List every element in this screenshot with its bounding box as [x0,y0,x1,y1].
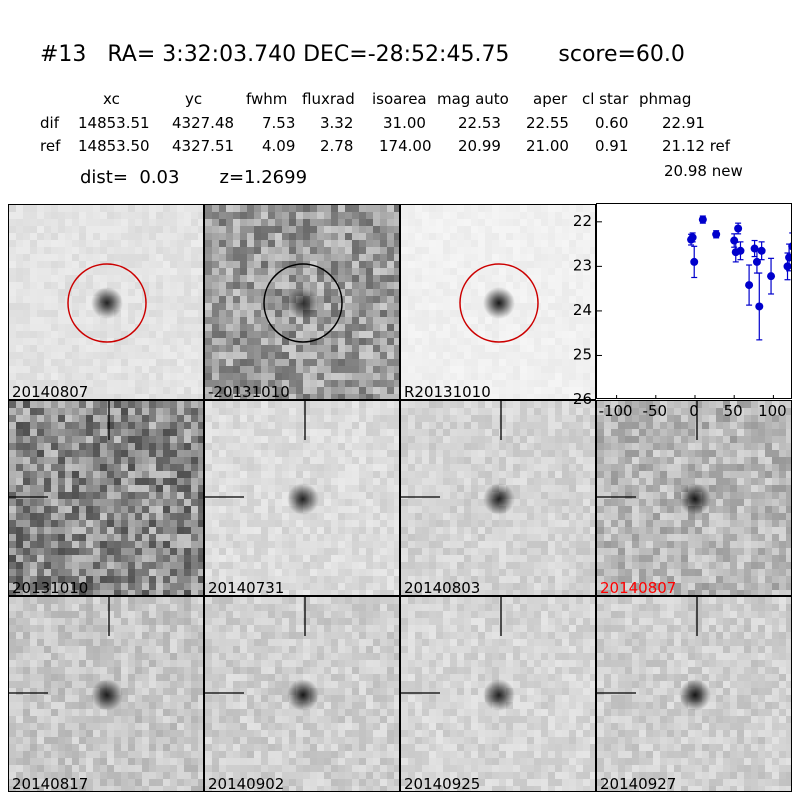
table-cell: 22.55 [526,114,569,132]
data-point [712,230,721,239]
light-curve-chart [596,203,792,399]
distance-redshift-line: dist= 0.03 z=1.2699 [80,167,308,188]
page-title: #13 RA= 3:32:03.740 DEC=-28:52:45.75 sco… [40,42,685,67]
data-point [688,233,697,242]
table-cell: 14853.51 [78,114,150,132]
stamp-image [205,597,399,791]
stamp-date-label: 20140803 [404,579,481,596]
image-stamp: 20140807 [8,204,204,400]
stamp-date-label: 20131010 [12,579,89,596]
stamp-date-label: 20140731 [208,579,285,596]
data-point [755,302,764,311]
stamp-image [597,597,791,791]
column-header: fluxrad [302,90,355,108]
target-circle [263,263,343,343]
table-cell: 3.32 [320,114,354,132]
table-cell: 2.78 [320,137,354,155]
table-cell: 31.00 [383,114,426,132]
stamp-date-label: 20140902 [208,775,285,792]
source-blob [91,287,123,319]
data-point [783,262,791,271]
source-blob [287,287,319,319]
stamp-date-label: 20140925 [404,775,481,792]
image-stamp: 20140731 [204,400,400,596]
column-header: cl star [582,90,629,108]
stamp-date-label: 20140807 [600,579,677,596]
row-label: dif [40,114,59,132]
stamp-image [597,401,791,595]
stamp-image [401,205,595,399]
stamp-date-label: R20131010 [404,383,491,400]
source-blob [287,679,319,711]
column-header: fwhm [246,90,288,108]
target-circle [459,263,539,343]
table-cell: 20.99 [458,137,501,155]
stamp-date-label: 20140817 [12,775,89,792]
table-cell: 14853.50 [78,137,150,155]
data-point [698,215,707,224]
stamp-date-label: 20140807 [12,383,89,400]
table-cell: 22.91 [662,114,705,132]
column-header: xc [103,90,120,108]
data-point [745,281,754,290]
data-point [767,272,776,281]
source-blob [483,483,515,515]
image-stamp: 20140902 [204,596,400,792]
stamp-image [9,205,203,399]
new-magnitude: 20.98 new [664,162,743,180]
target-circle [67,263,147,343]
table-cell: 4327.48 [172,114,235,132]
stamp-image [401,597,595,791]
source-blob [483,287,515,319]
data-point [690,257,699,266]
image-stamp: 20140817 [8,596,204,792]
column-header: mag auto [437,90,509,108]
data-point [736,246,745,255]
table-cell: 0.60 [595,114,629,132]
light-curve-plot [597,215,791,398]
stamp-image [401,401,595,595]
column-header: aper [533,90,568,108]
column-header: phmag [639,90,692,108]
table-cell: 0.91 [595,137,629,155]
source-blob [287,483,319,515]
stamp-image [9,401,203,595]
stamp-image [205,401,399,595]
stamp-date-label: -20131010 [208,383,290,400]
table-cell: 4327.51 [172,137,235,155]
table-cell: 4.09 [262,137,296,155]
row-label: ref [40,137,61,155]
source-blob [483,679,515,711]
source-blob [91,679,123,711]
column-header: yc [185,90,203,108]
data-point [788,242,791,251]
image-stamp: 20140927 [596,596,792,792]
table-cell: 174.00 [379,137,432,155]
image-stamp: 20140807 [596,400,792,596]
data-point [757,246,766,255]
table-cell: 22.53 [458,114,501,132]
table-cell: 7.53 [262,114,296,132]
data-point [734,224,743,233]
table-cell: 21.00 [526,137,569,155]
image-stamp: -20131010 [204,204,400,400]
source-blob [679,679,711,711]
stamp-date-label: 20140927 [600,775,677,792]
data-point [730,236,739,245]
image-stamp: R20131010 [400,204,596,400]
table-cell: 21.12 ref [662,137,731,155]
image-stamp: 20140803 [400,400,596,596]
stamp-image [9,597,203,791]
source-blob [679,483,711,515]
image-stamp: 20131010 [8,400,204,596]
column-header: isoarea [372,90,427,108]
image-stamp: 20140925 [400,596,596,792]
stamp-image [205,205,399,399]
